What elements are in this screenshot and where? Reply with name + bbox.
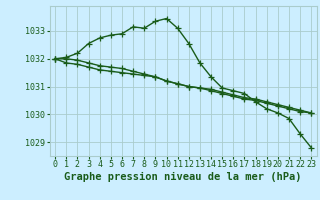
X-axis label: Graphe pression niveau de la mer (hPa): Graphe pression niveau de la mer (hPa) bbox=[64, 172, 302, 182]
